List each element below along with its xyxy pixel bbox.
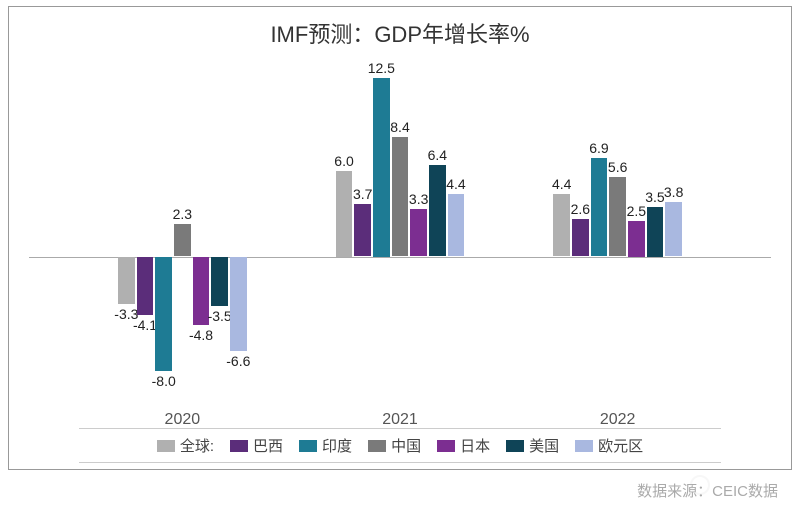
legend-item: 日本 bbox=[437, 435, 490, 456]
bar-value-label: 4.4 bbox=[552, 176, 571, 192]
bar-value-label: 2.3 bbox=[173, 206, 192, 222]
legend-item: 印度 bbox=[299, 435, 352, 456]
legend-item: 欧元区 bbox=[575, 435, 643, 456]
bar-value-label: 6.0 bbox=[334, 153, 353, 169]
bar-value-label: 3.3 bbox=[409, 191, 428, 207]
bar-value-label: 3.8 bbox=[664, 184, 683, 200]
bar bbox=[137, 257, 154, 315]
bar bbox=[410, 209, 427, 256]
bar-value-label: 12.5 bbox=[368, 60, 395, 76]
legend-swatch bbox=[437, 440, 455, 452]
x-axis-label: 2021 bbox=[382, 411, 418, 429]
chart-frame: IMF预测：GDP年增长率% 2020-3.3-4.1-8.02.3-4.8-3… bbox=[8, 6, 792, 470]
legend-label: 印度 bbox=[322, 435, 352, 456]
legend-swatch bbox=[506, 440, 524, 452]
bar-value-label: 8.4 bbox=[390, 119, 409, 135]
bar bbox=[230, 257, 247, 351]
bar bbox=[155, 257, 172, 371]
bar-value-label: -3.5 bbox=[208, 308, 232, 324]
bar bbox=[211, 257, 228, 307]
legend-label: 欧元区 bbox=[598, 435, 643, 456]
bar bbox=[354, 204, 371, 257]
bar-value-label: 6.4 bbox=[428, 147, 447, 163]
legend-swatch bbox=[230, 440, 248, 452]
bar bbox=[336, 171, 353, 257]
bar-value-label: -4.1 bbox=[133, 317, 157, 333]
bar bbox=[174, 224, 191, 257]
legend-swatch bbox=[575, 440, 593, 452]
bar bbox=[591, 158, 608, 256]
bar-value-label: 3.7 bbox=[353, 186, 372, 202]
legend-swatch bbox=[157, 440, 175, 452]
bar bbox=[665, 202, 682, 256]
bar-value-label: 2.6 bbox=[571, 201, 590, 217]
bar bbox=[392, 137, 409, 257]
bar-value-label: 2.5 bbox=[627, 203, 646, 219]
legend-label: 中国 bbox=[391, 435, 421, 456]
x-axis-label: 2022 bbox=[600, 411, 636, 429]
legend-label: 日本 bbox=[460, 435, 490, 456]
bar bbox=[118, 257, 135, 304]
bar bbox=[553, 194, 570, 257]
legend-item: 全球: bbox=[157, 435, 214, 456]
bar bbox=[429, 165, 446, 256]
bar-value-label: -6.6 bbox=[226, 353, 250, 369]
bar bbox=[373, 78, 390, 256]
legend-item: 美国 bbox=[506, 435, 559, 456]
plot-area: 2020-3.3-4.1-8.02.3-4.8-3.5-6.620216.03.… bbox=[29, 57, 771, 399]
legend-label: 美国 bbox=[529, 435, 559, 456]
bar bbox=[448, 194, 465, 257]
legend-swatch bbox=[368, 440, 386, 452]
legend-item: 中国 bbox=[368, 435, 421, 456]
bar-value-label: -4.8 bbox=[189, 327, 213, 343]
bar-value-label: 3.5 bbox=[645, 189, 664, 205]
legend-label: 巴西 bbox=[253, 435, 283, 456]
bar bbox=[647, 207, 664, 257]
legend-item: 巴西 bbox=[230, 435, 283, 456]
watermark-icon bbox=[690, 475, 710, 495]
legend: 全球: 巴西 印度 中国 日本 美国 欧元区 bbox=[79, 428, 721, 463]
bar-value-label: -8.0 bbox=[152, 373, 176, 389]
bar bbox=[572, 219, 589, 256]
legend-swatch bbox=[299, 440, 317, 452]
bar-value-label: 4.4 bbox=[446, 176, 465, 192]
legend-label: 全球: bbox=[180, 435, 214, 456]
bar-value-label: 5.6 bbox=[608, 159, 627, 175]
bar-value-label: 6.9 bbox=[589, 140, 608, 156]
bar bbox=[609, 177, 626, 257]
bar bbox=[628, 221, 645, 257]
chart-title: IMF预测：GDP年增长率% bbox=[9, 7, 791, 49]
x-axis-label: 2020 bbox=[165, 411, 201, 429]
